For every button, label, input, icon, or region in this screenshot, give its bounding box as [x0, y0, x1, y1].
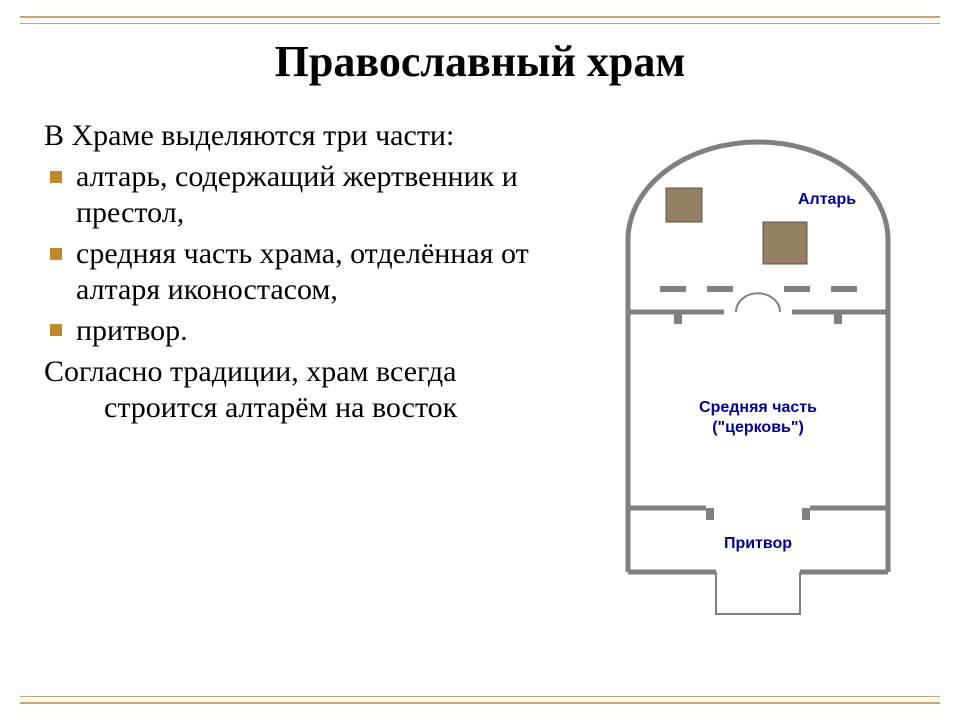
slide-title: Православный храм — [0, 36, 960, 87]
bullet-2: средняя часть храма, отделённая от алтар… — [44, 236, 554, 307]
intro-line: В Храме выделяются три части: — [44, 118, 554, 153]
narthex-notch-1 — [706, 508, 714, 520]
pillar-dash-2 — [707, 286, 733, 292]
label-middle-1: Средняя часть — [699, 399, 817, 416]
pillar-dash-4 — [831, 286, 857, 292]
bullet-1: алтарь, содержащий жертвенник и престол, — [44, 159, 554, 230]
narthex-notch-2 — [802, 508, 810, 520]
temple-diagram: Алтарь Средняя часть ("церковь") Притвор — [588, 130, 928, 650]
label-altar: Алтарь — [798, 191, 856, 208]
altar-box-2 — [763, 222, 807, 264]
nave-notch-2 — [834, 312, 842, 324]
bullet-3: притвор. — [44, 313, 554, 348]
pillar-dash-1 — [660, 286, 686, 292]
label-middle-2: ("церковь") — [712, 419, 804, 436]
title-text: Православный храм — [275, 37, 686, 86]
nave-notch-1 — [674, 312, 682, 324]
outro-line: Согласно традиции, храм всегда строится … — [44, 354, 554, 425]
label-narthex: Притвор — [724, 535, 792, 552]
diagram-svg: Алтарь Средняя часть ("церковь") Притвор — [588, 130, 928, 650]
porch-outline — [716, 572, 800, 614]
altar-box-1 — [666, 188, 702, 222]
pillar-dash-3 — [784, 286, 810, 292]
iconostasis-arc — [736, 293, 780, 312]
body-text: В Храме выделяются три части: алтарь, со… — [44, 118, 554, 431]
